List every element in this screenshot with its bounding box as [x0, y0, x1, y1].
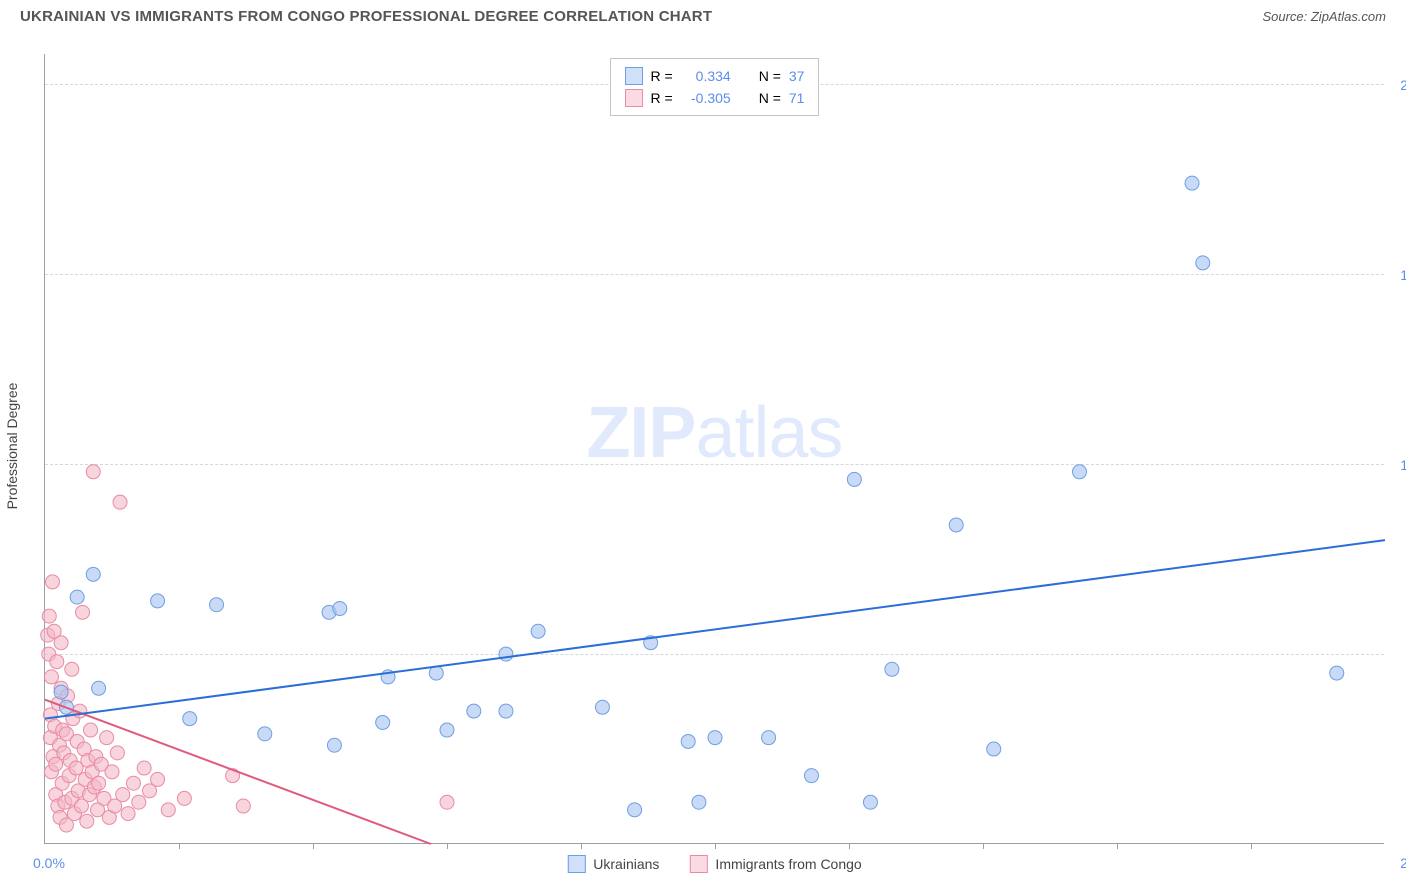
stats-row-pink: R = -0.305 N = 71 [625, 87, 805, 109]
y-tick-label: 20.0% [1400, 77, 1406, 93]
source-prefix: Source: [1262, 9, 1310, 24]
legend-swatch-pink [689, 855, 707, 873]
chart-title: UKRAINIAN VS IMMIGRANTS FROM CONGO PROFE… [20, 8, 712, 25]
correlation-stats-box: R = 0.334 N = 37 R = -0.305 N = 71 [610, 58, 820, 116]
x-axis-min-label: 0.0% [33, 855, 65, 871]
series-legend: Ukrainians Immigrants from Congo [567, 855, 861, 873]
x-axis-max-label: 25.0% [1400, 855, 1406, 871]
n-label-blue: N = [759, 65, 781, 87]
n-value-blue: 37 [789, 65, 805, 87]
y-tick-label: 15.0% [1400, 267, 1406, 283]
r-label-pink: R = [651, 87, 673, 109]
legend-swatch-blue [567, 855, 585, 873]
swatch-pink [625, 89, 643, 107]
plot-area: ZIPatlas 5.0%10.0%15.0%20.0% 0.0% 25.0% … [44, 54, 1384, 844]
legend-item-blue: Ukrainians [567, 855, 659, 873]
scatter-svg [45, 54, 1384, 843]
source-name: ZipAtlas.com [1311, 9, 1386, 24]
n-value-pink: 71 [789, 87, 805, 109]
source-attribution: Source: ZipAtlas.com [1262, 9, 1386, 24]
r-value-blue: 0.334 [681, 65, 731, 87]
y-tick-label: 10.0% [1400, 457, 1406, 473]
r-label-blue: R = [651, 65, 673, 87]
legend-item-pink: Immigrants from Congo [689, 855, 861, 873]
legend-label-pink: Immigrants from Congo [715, 856, 861, 872]
stats-row-blue: R = 0.334 N = 37 [625, 65, 805, 87]
swatch-blue [625, 67, 643, 85]
r-value-pink: -0.305 [681, 87, 731, 109]
header: UKRAINIAN VS IMMIGRANTS FROM CONGO PROFE… [0, 0, 1406, 29]
n-label-pink: N = [759, 87, 781, 109]
legend-label-blue: Ukrainians [593, 856, 659, 872]
y-axis-label: Professional Degree [4, 383, 20, 510]
